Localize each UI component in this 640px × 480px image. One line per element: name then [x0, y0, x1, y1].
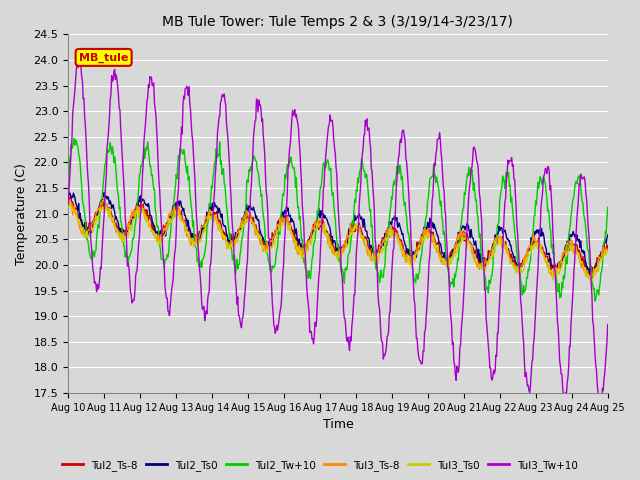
Y-axis label: Temperature (C): Temperature (C): [15, 163, 28, 264]
Text: MB_tule: MB_tule: [79, 52, 128, 62]
X-axis label: Time: Time: [323, 419, 353, 432]
Legend: Tul2_Ts-8, Tul2_Ts0, Tul2_Tw+10, Tul3_Ts-8, Tul3_Ts0, Tul3_Tw+10: Tul2_Ts-8, Tul2_Ts0, Tul2_Tw+10, Tul3_Ts…: [58, 456, 582, 475]
Title: MB Tule Tower: Tule Temps 2 & 3 (3/19/14-3/23/17): MB Tule Tower: Tule Temps 2 & 3 (3/19/14…: [163, 15, 513, 29]
